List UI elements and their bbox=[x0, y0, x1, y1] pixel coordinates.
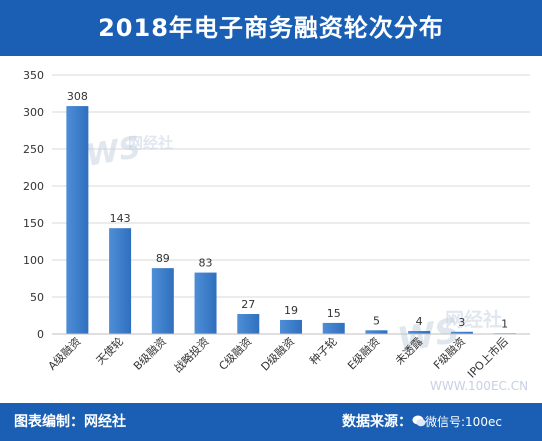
bar bbox=[66, 106, 89, 334]
data-label: 143 bbox=[110, 212, 131, 225]
data-label: 83 bbox=[199, 257, 213, 270]
bar-chart: 050100150200250300350WS网经社WS网经社WWW.100EC… bbox=[23, 69, 530, 393]
y-tick-label: 250 bbox=[23, 143, 44, 156]
y-tick-label: 150 bbox=[23, 217, 44, 230]
watermark-site: WWW.100EC.CN bbox=[430, 379, 528, 393]
data-label: 27 bbox=[241, 298, 255, 311]
y-tick-label: 200 bbox=[23, 180, 44, 193]
bar bbox=[280, 319, 302, 334]
y-tick-label: 100 bbox=[23, 254, 44, 267]
chart-header: 2018年电子商务融资轮次分布 bbox=[0, 0, 542, 56]
bar bbox=[237, 314, 260, 334]
y-tick-label: 300 bbox=[23, 106, 44, 119]
y-tick-label: 350 bbox=[23, 69, 44, 82]
bar bbox=[408, 331, 431, 334]
x-tick-label: A级融资 bbox=[46, 335, 84, 373]
data-label: 308 bbox=[67, 90, 88, 103]
x-tick-label: C级融资 bbox=[216, 335, 254, 373]
x-tick-label: 战略投资 bbox=[171, 334, 212, 375]
data-label: 5 bbox=[373, 314, 380, 327]
chart-title: 2018年电子商务融资轮次分布 bbox=[98, 14, 444, 42]
wechat-icon bbox=[412, 415, 426, 427]
bar bbox=[109, 228, 132, 334]
x-tick-label: IPO上市后 bbox=[464, 334, 510, 380]
bar bbox=[151, 268, 174, 334]
data-label: 15 bbox=[327, 307, 341, 320]
bar bbox=[450, 331, 473, 334]
data-label: 1 bbox=[501, 317, 508, 330]
footer-source-value: 微信号:100ec bbox=[425, 415, 502, 429]
data-label: 19 bbox=[284, 304, 298, 317]
bar bbox=[194, 272, 217, 334]
chart-footer: 图表编制：网经社 数据来源： 微信号:100ec bbox=[0, 403, 542, 441]
x-tick-label: E级融资 bbox=[345, 335, 382, 372]
footer-compiler: 图表编制：网经社 bbox=[14, 414, 126, 430]
y-tick-label: 0 bbox=[37, 328, 44, 341]
x-tick-label: D级融资 bbox=[259, 335, 298, 374]
watermark-brand: 网经社 bbox=[445, 308, 502, 331]
data-label: 89 bbox=[156, 252, 170, 265]
bar bbox=[322, 322, 345, 334]
data-label: 4 bbox=[416, 315, 423, 328]
x-tick-label: 种子轮 bbox=[307, 334, 340, 367]
watermark-brand: 网经社 bbox=[128, 134, 173, 152]
x-tick-label: 天使轮 bbox=[93, 334, 126, 367]
x-tick-label: B级融资 bbox=[131, 335, 169, 373]
chart-area: 0 50 100 150 200 250 300 350 WS 网经社 WS 网经社 WWW.100EC… bbox=[0, 56, 542, 403]
data-label: 3 bbox=[458, 316, 465, 329]
footer-source-label: 数据来源： bbox=[342, 414, 412, 430]
y-tick-label: 50 bbox=[30, 291, 44, 304]
bar bbox=[365, 330, 388, 334]
